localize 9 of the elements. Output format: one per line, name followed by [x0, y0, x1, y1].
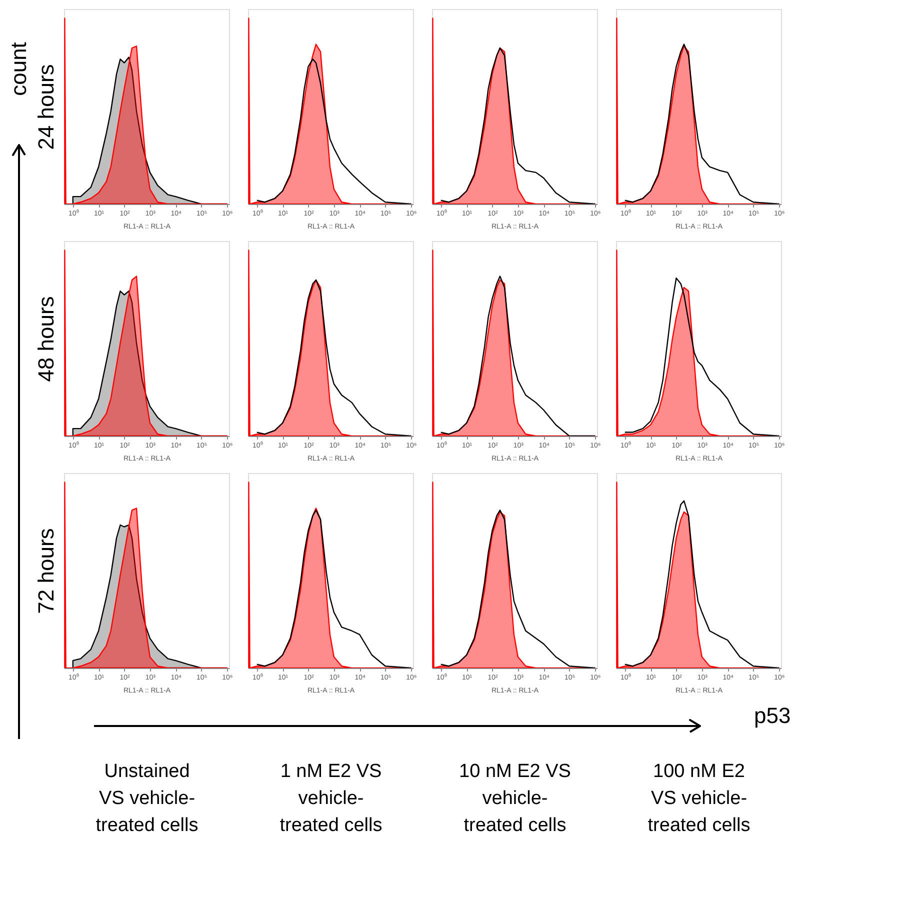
text: 100 nM E2 VS vehicle- treated cells [648, 761, 750, 836]
text: count [6, 42, 31, 96]
text: p53 [754, 703, 791, 728]
y-axis-title: 72 hours [34, 528, 58, 614]
y-axis-title: 48 hours [34, 296, 58, 382]
text: 1 nM E2 VS vehicle- treated cells [280, 761, 382, 836]
y-axis-title: 24 hours [34, 64, 58, 150]
text: 10 nM E2 VS vehicle- treated cells [459, 761, 571, 836]
text: Unstained VS vehicle- treated cells [96, 761, 198, 836]
